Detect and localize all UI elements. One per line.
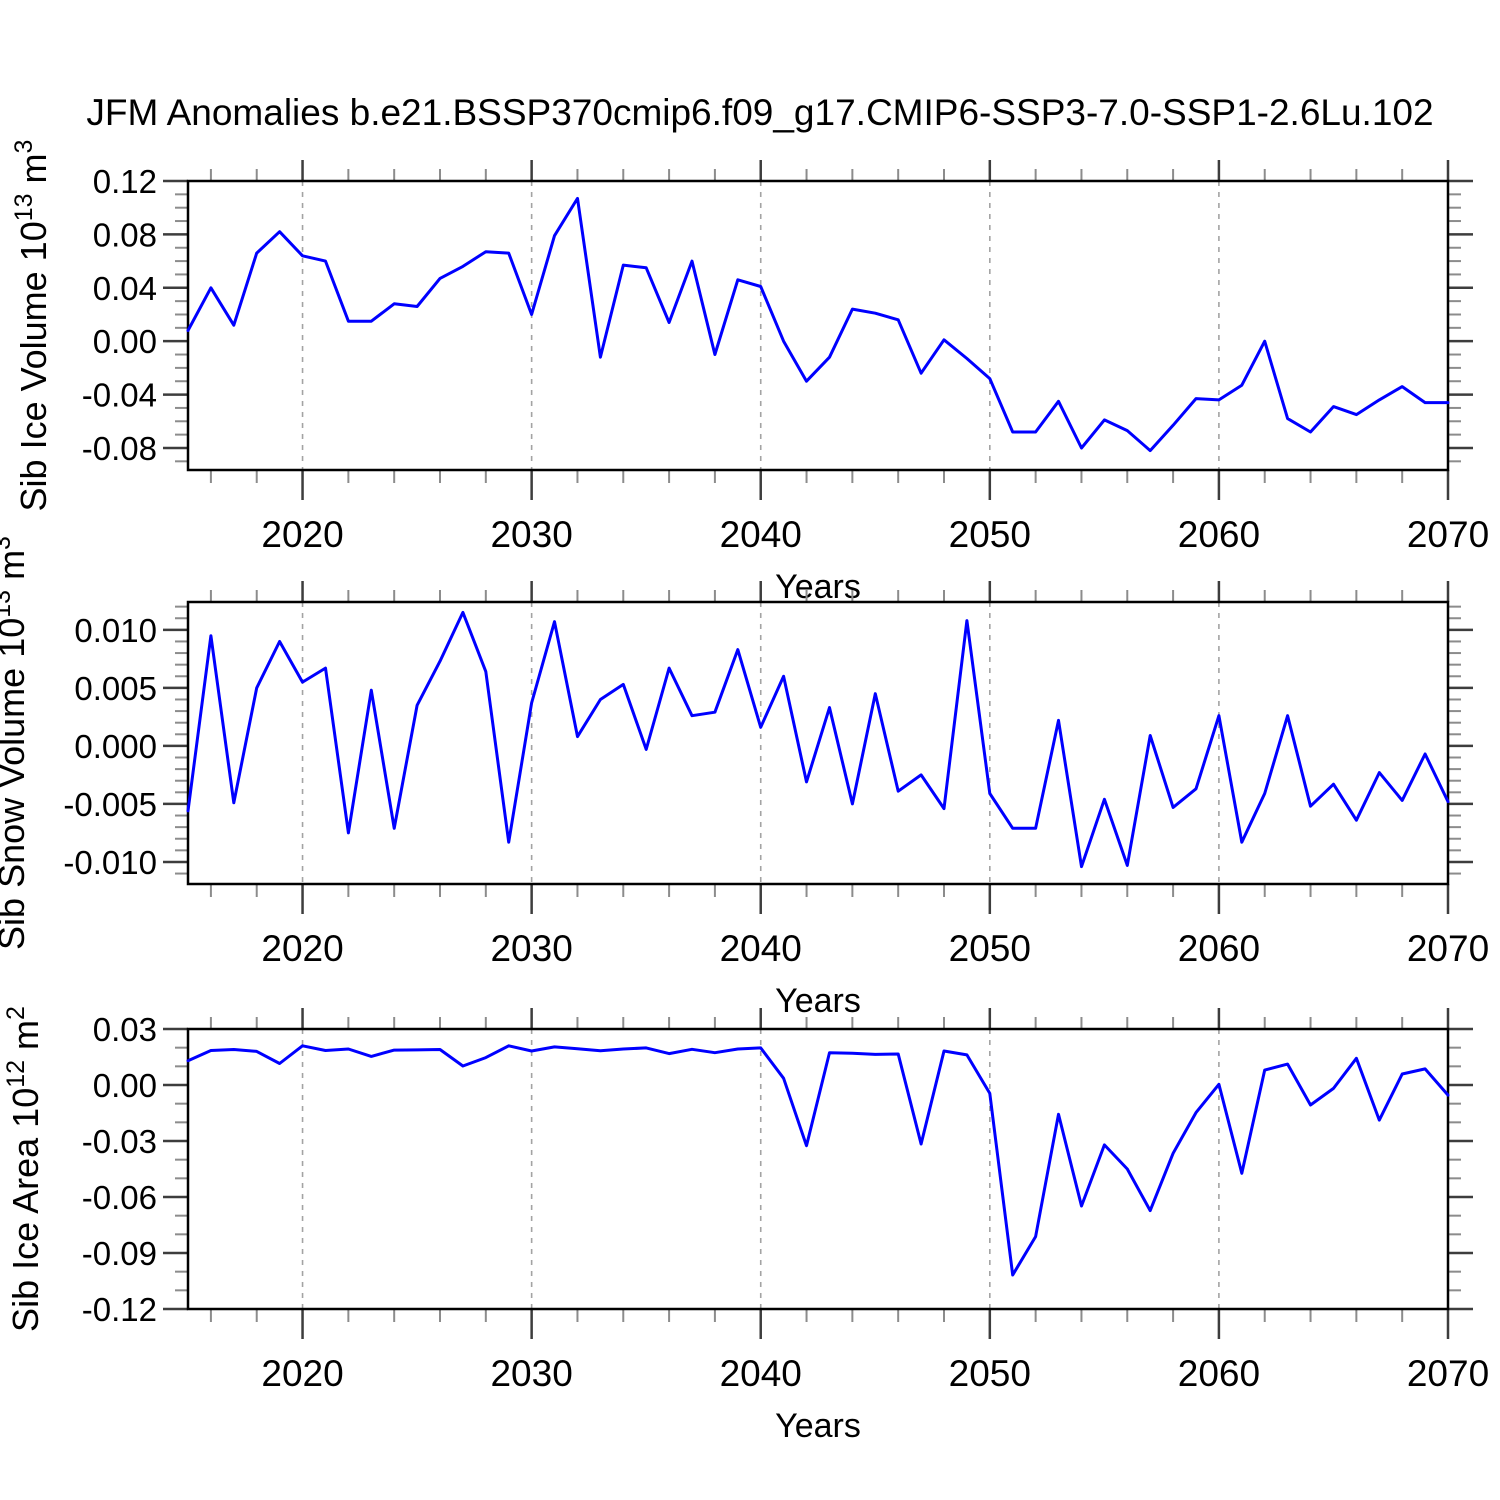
sib-ice-volume-line bbox=[186, 196, 1450, 453]
y-axis-title: Sib Snow Volume 1013 m3 bbox=[0, 536, 32, 950]
x-tick-label: 2050 bbox=[949, 928, 1031, 969]
y-tick-label: 0.03 bbox=[93, 1011, 157, 1048]
x-tick-label: 2030 bbox=[490, 1353, 572, 1394]
y-tick-label: -0.03 bbox=[82, 1123, 157, 1160]
x-tick-label: 2060 bbox=[1178, 928, 1260, 969]
x-tick-label: 2040 bbox=[720, 1353, 802, 1394]
y-tick-label: -0.04 bbox=[82, 377, 157, 414]
plot-frame bbox=[186, 1027, 1450, 1311]
y-tick-label: -0.12 bbox=[82, 1291, 157, 1328]
y-tick-label: 0.12 bbox=[93, 163, 157, 200]
x-tick-label: 2070 bbox=[1407, 1353, 1489, 1394]
x-tick-label: 2060 bbox=[1178, 514, 1260, 555]
x-tick-label: 2020 bbox=[261, 928, 343, 969]
panel-sib-ice-volume: 2020 2030 2040 2050 2060 2070 0.12 0.08 0.04 0.00… bbox=[10, 140, 1489, 606]
figure-title: JFM Anomalies b.e21.BSSP370cmip6.f09_g17… bbox=[86, 92, 1434, 133]
x-tick-label: 2070 bbox=[1407, 928, 1489, 969]
y-tick-label: -0.010 bbox=[63, 844, 157, 881]
y-tick-label: 0.010 bbox=[74, 612, 157, 649]
panel-sib-snow-volume: 2020 2030 2040 2050 2060 2070 0.010 0.005 0.000 -… bbox=[0, 536, 1489, 1020]
y-tick-label: 0.005 bbox=[74, 670, 157, 707]
plot-frame bbox=[186, 600, 1450, 886]
y-axis-title: Sib Ice Volume 1013 m3 bbox=[10, 140, 54, 512]
y-tick-label: -0.06 bbox=[82, 1179, 157, 1216]
y-tick-label: -0.09 bbox=[82, 1235, 157, 1272]
y-tick-label: 0.000 bbox=[74, 728, 157, 765]
x-tick-label: 2070 bbox=[1407, 514, 1489, 555]
x-tick-label: 2020 bbox=[261, 1353, 343, 1394]
x-tick-label: 2040 bbox=[720, 928, 802, 969]
x-axis-title: Years bbox=[775, 1407, 861, 1445]
y-tick-label: 0.04 bbox=[93, 270, 157, 307]
x-tick-label: 2030 bbox=[490, 928, 572, 969]
y-tick-label: 0.00 bbox=[93, 323, 157, 360]
x-axis-title: Years bbox=[775, 982, 861, 1020]
y-tick-label: 0.08 bbox=[93, 216, 157, 253]
x-tick-label: 2020 bbox=[261, 514, 343, 555]
y-tick-label: -0.08 bbox=[82, 430, 157, 467]
x-tick-label: 2050 bbox=[949, 514, 1031, 555]
sib-ice-area-line bbox=[186, 1044, 1450, 1277]
x-tick-label: 2050 bbox=[949, 1353, 1031, 1394]
x-tick-label: 2040 bbox=[720, 514, 802, 555]
x-tick-label: 2030 bbox=[490, 514, 572, 555]
plot-frame bbox=[186, 179, 1450, 472]
y-axis-title: Sib Ice Area 1012 m2 bbox=[2, 1006, 46, 1332]
x-axis-title: Years bbox=[775, 568, 861, 606]
sib-snow-volume-line bbox=[186, 610, 1450, 869]
y-tick-label: -0.005 bbox=[63, 786, 157, 823]
panel-sib-ice-area: 2020 2030 2040 2050 2060 2070 0.03 0.00 -0.03 -0.… bbox=[2, 1006, 1489, 1445]
x-tick-label: 2060 bbox=[1178, 1353, 1260, 1394]
y-tick-label: 0.00 bbox=[93, 1067, 157, 1104]
